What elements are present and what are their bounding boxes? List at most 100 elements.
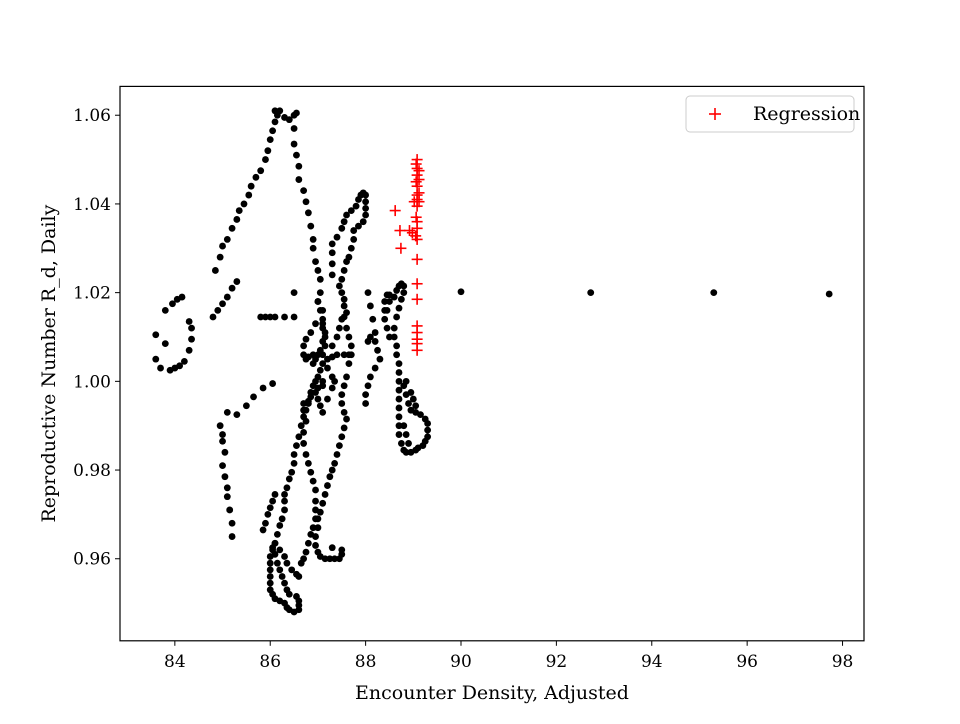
data-point	[273, 530, 281, 538]
data-point	[395, 413, 403, 421]
data-point	[364, 382, 372, 390]
data-point	[309, 244, 317, 252]
data-point	[321, 342, 329, 350]
data-point	[328, 240, 336, 248]
data-point	[335, 324, 343, 332]
data-point	[283, 559, 291, 567]
data-point	[395, 395, 403, 403]
data-point	[338, 315, 346, 323]
data-point	[328, 249, 336, 257]
data-point	[178, 293, 186, 301]
data-point	[347, 351, 355, 359]
data-point	[421, 415, 429, 423]
data-point	[307, 222, 315, 230]
data-point	[587, 289, 595, 297]
data-point	[269, 127, 277, 135]
data-point	[328, 384, 336, 392]
data-point	[338, 275, 346, 283]
regression-point	[411, 278, 423, 290]
data-point	[161, 340, 169, 348]
data-point	[324, 395, 331, 403]
data-point	[395, 360, 403, 367]
data-point	[290, 459, 298, 467]
data-point	[319, 351, 327, 359]
data-point	[307, 468, 315, 476]
data-point	[366, 373, 374, 381]
data-point	[288, 468, 296, 476]
data-point	[316, 289, 324, 297]
data-point	[245, 191, 253, 199]
data-point	[366, 302, 374, 310]
regression-series-group	[389, 154, 425, 356]
data-point	[290, 140, 298, 148]
data-point	[169, 300, 176, 308]
data-point	[321, 555, 329, 563]
data-point	[340, 302, 348, 310]
data-point	[285, 475, 293, 483]
data-point	[233, 278, 241, 285]
data-point	[400, 422, 408, 430]
data-point	[328, 271, 336, 279]
data-point	[276, 522, 284, 529]
data-point	[152, 355, 160, 363]
data-point	[343, 373, 350, 381]
data-point	[340, 408, 348, 416]
data-point	[395, 404, 403, 412]
data-point	[352, 202, 360, 210]
data-point	[393, 351, 401, 359]
data-point	[314, 373, 322, 381]
x-axis: 84 86 88 90 92 94 96 98	[164, 640, 853, 672]
x-tick-label: 94	[641, 652, 663, 672]
data-point	[271, 491, 279, 498]
data-point	[347, 244, 355, 252]
data-point	[321, 333, 329, 341]
data-point	[295, 162, 303, 170]
data-point	[188, 324, 195, 332]
data-point	[314, 395, 322, 403]
data-point	[340, 218, 348, 226]
data-point	[825, 290, 833, 298]
y-tick-label: 1.06	[73, 106, 111, 126]
legend: Regression	[685, 95, 860, 133]
data-point	[338, 546, 346, 554]
data-point	[371, 364, 379, 372]
data-point	[457, 288, 465, 296]
data-point	[247, 182, 255, 190]
data-point	[235, 207, 243, 214]
data-point	[402, 377, 410, 385]
data-point	[309, 236, 317, 243]
data-point	[281, 553, 288, 560]
data-point	[304, 209, 312, 217]
data-point	[328, 373, 336, 381]
data-point	[345, 333, 353, 341]
data-point	[319, 315, 327, 323]
data-point	[290, 451, 298, 458]
data-point	[223, 236, 231, 243]
data-point	[283, 586, 291, 594]
data-point	[271, 539, 279, 547]
data-point	[219, 300, 226, 308]
data-point	[400, 289, 408, 297]
data-point	[364, 289, 372, 297]
data-point	[326, 473, 334, 481]
data-point	[362, 198, 370, 206]
data-point	[266, 579, 274, 587]
data-point	[355, 222, 362, 230]
data-point	[383, 324, 391, 332]
data-point	[312, 533, 319, 540]
x-tick-label: 96	[736, 652, 758, 672]
data-point	[343, 324, 350, 332]
data-point	[338, 289, 346, 297]
data-point	[302, 451, 310, 458]
data-point	[259, 384, 267, 392]
data-point	[338, 400, 346, 407]
data-point	[333, 333, 341, 341]
data-point	[390, 324, 398, 332]
data-point	[395, 369, 403, 376]
data-point	[347, 207, 355, 214]
data-point	[312, 497, 319, 505]
data-point	[331, 555, 339, 563]
data-point	[402, 448, 410, 456]
data-point	[319, 408, 327, 416]
